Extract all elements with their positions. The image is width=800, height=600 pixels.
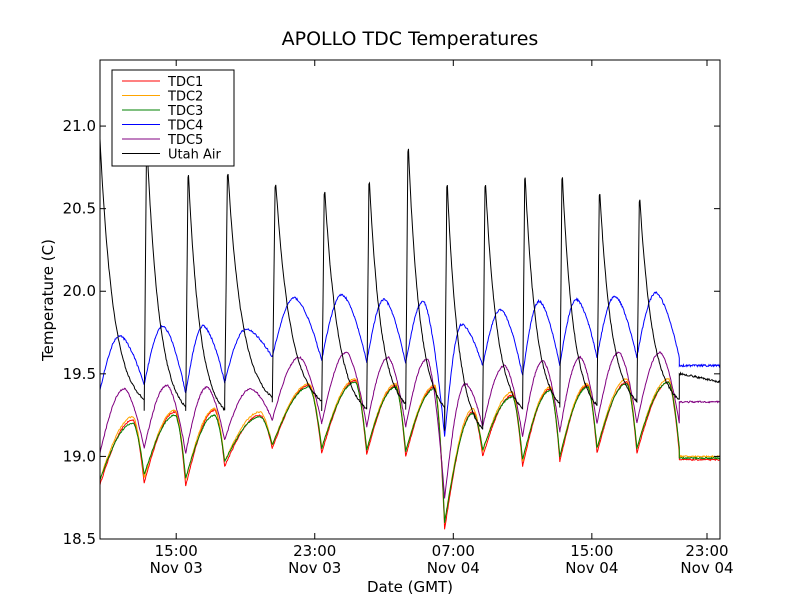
series-line-tdc1	[99, 379, 721, 530]
legend-label: TDC1	[167, 75, 203, 90]
x-axis-label: Date (GMT)	[367, 578, 453, 596]
x-tick-label-date: Nov 03	[150, 559, 203, 577]
series-line-tdc4	[99, 291, 721, 437]
legend-box	[111, 69, 235, 167]
x-tick-label-date: Nov 04	[427, 559, 480, 577]
y-tick-label: 19.5	[63, 365, 96, 383]
x-tick-label-time: 23:00	[685, 542, 728, 560]
plot-lines	[99, 138, 721, 530]
chart-title: APOLLO TDC Temperatures	[282, 28, 539, 50]
legend-label: TDC2	[167, 90, 203, 105]
y-tick-label: 19.0	[63, 447, 96, 465]
y-axis: 18.5 19.0 19.5 20.0 20.5 21.0	[63, 117, 720, 548]
x-tick-label-time: 23:00	[293, 542, 336, 560]
x-tick-label-date: Nov 04	[680, 559, 733, 577]
series-line-tdc2	[99, 377, 721, 524]
x-tick-label-date: Nov 04	[565, 559, 618, 577]
series-line-tdc5	[99, 351, 720, 499]
y-tick-label: 18.5	[63, 530, 96, 548]
plot-frame	[99, 59, 721, 540]
legend-label: TDC4	[167, 119, 203, 134]
x-tick-label-time: 15:00	[155, 542, 198, 560]
y-tick-label: 20.0	[63, 282, 96, 300]
y-tick-label: 21.0	[63, 117, 96, 135]
series-line-tdc3	[99, 381, 721, 523]
y-axis-label: Temperature (C)	[39, 239, 57, 362]
legend-label: TDC3	[167, 104, 203, 119]
x-tick-label-date: Nov 03	[288, 559, 341, 577]
x-tick-label-time: 07:00	[432, 542, 475, 560]
x-tick-label-time: 15:00	[570, 542, 613, 560]
series-line-utah-air	[99, 138, 721, 431]
legend-label: TDC5	[167, 133, 203, 148]
y-tick-label: 20.5	[63, 200, 96, 218]
legend-label: Utah Air	[168, 148, 221, 163]
